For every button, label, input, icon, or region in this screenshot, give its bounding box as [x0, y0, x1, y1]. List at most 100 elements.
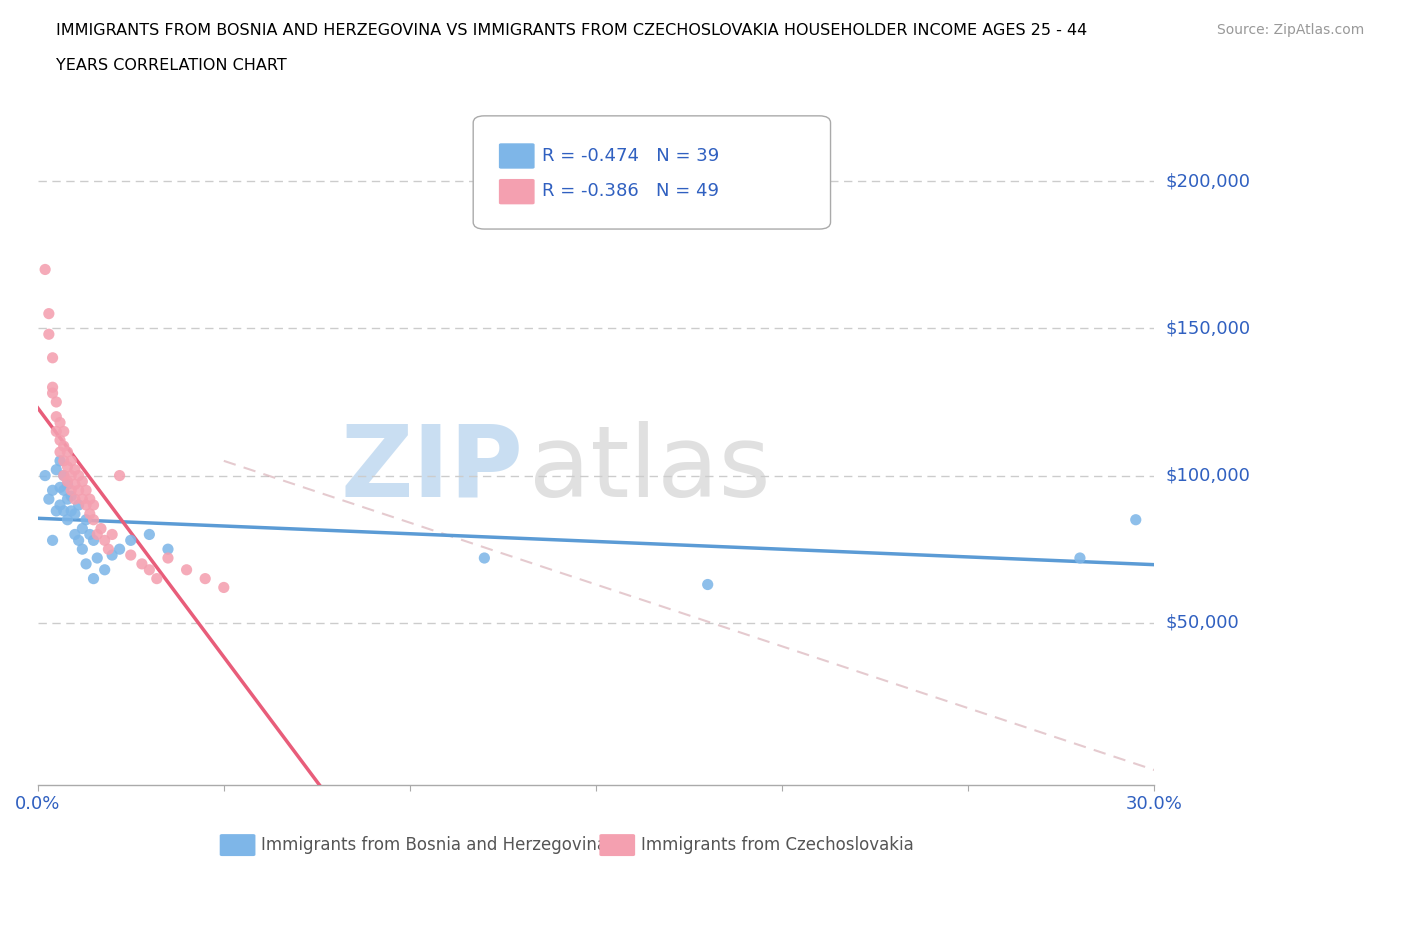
Point	[108, 542, 131, 557]
Point	[41, 533, 63, 548]
Point	[56, 492, 79, 507]
Point	[45, 462, 67, 477]
Point	[56, 512, 79, 527]
Point	[83, 571, 105, 586]
Text: $50,000: $50,000	[1166, 614, 1239, 631]
Point	[101, 527, 124, 542]
Text: Immigrants from Bosnia and Herzegovina: Immigrants from Bosnia and Herzegovina	[262, 836, 607, 854]
Point	[49, 445, 72, 459]
Text: IMMIGRANTS FROM BOSNIA AND HERZEGOVINA VS IMMIGRANTS FROM CZECHOSLOVAKIA HOUSEHO: IMMIGRANTS FROM BOSNIA AND HERZEGOVINA V…	[56, 23, 1087, 38]
Point	[67, 533, 90, 548]
Point	[45, 409, 67, 424]
Point	[79, 492, 101, 507]
Point	[49, 454, 72, 469]
Point	[56, 445, 79, 459]
Point	[75, 483, 97, 498]
Text: atlas: atlas	[529, 420, 770, 518]
Point	[120, 533, 142, 548]
Point	[156, 542, 179, 557]
Text: $100,000: $100,000	[1166, 467, 1250, 485]
Point	[472, 551, 495, 565]
Point	[60, 489, 83, 504]
Point	[45, 394, 67, 409]
Point	[56, 474, 79, 489]
Point	[138, 527, 160, 542]
Point	[1069, 551, 1091, 565]
Point	[67, 498, 90, 512]
Point	[131, 556, 153, 571]
Text: ZIP: ZIP	[340, 420, 523, 518]
Point	[146, 571, 169, 586]
Point	[194, 571, 217, 586]
Point	[176, 563, 198, 578]
Point	[52, 468, 75, 483]
Point	[72, 542, 94, 557]
Point	[75, 498, 97, 512]
Point	[60, 503, 83, 518]
Point	[93, 533, 115, 548]
Point	[67, 468, 90, 483]
Point	[93, 563, 115, 578]
Point	[90, 521, 112, 536]
Point	[101, 548, 124, 563]
Point	[49, 480, 72, 495]
Point	[696, 578, 718, 592]
Point	[83, 533, 105, 548]
Point	[52, 454, 75, 469]
Point	[49, 432, 72, 447]
Point	[72, 474, 94, 489]
Point	[86, 551, 108, 565]
FancyBboxPatch shape	[219, 834, 256, 857]
FancyBboxPatch shape	[499, 179, 534, 205]
Point	[52, 503, 75, 518]
Point	[83, 512, 105, 527]
Point	[56, 459, 79, 474]
Point	[45, 503, 67, 518]
Point	[79, 527, 101, 542]
FancyBboxPatch shape	[599, 834, 636, 857]
Text: R = -0.474   N = 39: R = -0.474 N = 39	[543, 147, 720, 165]
Point	[38, 326, 60, 341]
Point	[38, 492, 60, 507]
Point	[49, 498, 72, 512]
Text: $200,000: $200,000	[1166, 172, 1250, 190]
Point	[63, 477, 86, 492]
Text: YEARS CORRELATION CHART: YEARS CORRELATION CHART	[56, 58, 287, 73]
Point	[108, 468, 131, 483]
Text: $150,000: $150,000	[1166, 319, 1251, 338]
Point	[72, 521, 94, 536]
Point	[41, 351, 63, 365]
Point	[38, 306, 60, 321]
Point	[1125, 512, 1147, 527]
Point	[34, 262, 56, 277]
Point	[72, 492, 94, 507]
Point	[34, 468, 56, 483]
Point	[52, 468, 75, 483]
Point	[63, 527, 86, 542]
Text: Source: ZipAtlas.com: Source: ZipAtlas.com	[1216, 23, 1364, 37]
Point	[49, 415, 72, 430]
Point	[52, 439, 75, 454]
Point	[120, 548, 142, 563]
Point	[56, 477, 79, 492]
Point	[83, 498, 105, 512]
Text: R = -0.386   N = 49: R = -0.386 N = 49	[543, 182, 720, 200]
Point	[63, 507, 86, 522]
Point	[97, 542, 120, 557]
Point	[41, 483, 63, 498]
Point	[41, 386, 63, 401]
Point	[75, 512, 97, 527]
Point	[60, 454, 83, 469]
Point	[60, 468, 83, 483]
FancyBboxPatch shape	[499, 143, 534, 168]
Point	[75, 556, 97, 571]
Point	[79, 507, 101, 522]
Point	[63, 492, 86, 507]
Point	[67, 483, 90, 498]
Point	[156, 551, 179, 565]
Point	[41, 379, 63, 394]
FancyBboxPatch shape	[474, 116, 831, 229]
Point	[212, 580, 235, 595]
Point	[52, 424, 75, 439]
Point	[86, 527, 108, 542]
